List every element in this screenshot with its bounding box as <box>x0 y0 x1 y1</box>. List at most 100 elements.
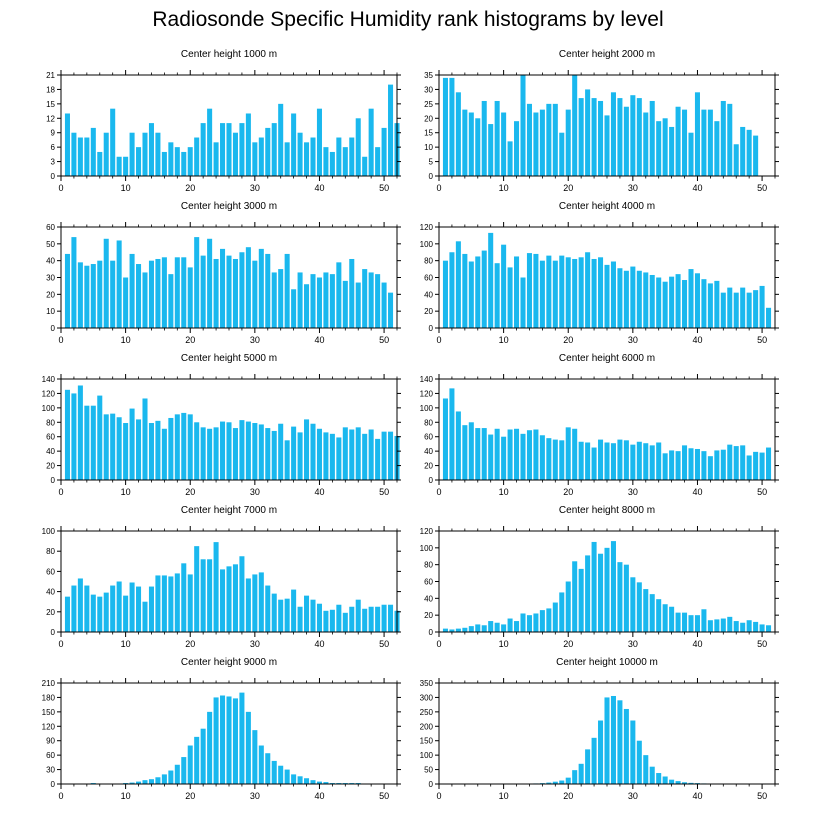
histogram-bar <box>746 455 752 480</box>
histogram-bar <box>462 109 468 176</box>
histogram-bar <box>129 253 135 328</box>
x-tick-label: 20 <box>185 639 195 649</box>
histogram-bar <box>552 103 558 176</box>
histogram-bar <box>468 626 474 632</box>
histogram-bar <box>207 428 213 480</box>
histogram-bar <box>136 419 142 480</box>
histogram-bar <box>252 260 258 328</box>
y-tick-label: 120 <box>420 223 434 232</box>
y-tick-label: 25 <box>424 100 433 109</box>
histogram-bar <box>753 451 759 480</box>
y-tick-label: 150 <box>420 737 434 746</box>
histogram-bar <box>701 279 707 328</box>
x-tick-label: 0 <box>58 639 63 649</box>
histogram-bar <box>388 84 394 176</box>
histogram-bar <box>591 447 597 480</box>
panel-title: Center height 6000 m <box>559 353 655 364</box>
histogram-bar <box>168 576 174 632</box>
histogram-bar <box>271 593 277 632</box>
histogram-bar <box>336 437 342 480</box>
y-tick-label: 15 <box>46 100 55 109</box>
histogram-bar <box>252 574 258 632</box>
histogram-bar <box>759 285 765 328</box>
x-tick-label: 20 <box>185 791 195 801</box>
histogram-bar <box>329 433 335 480</box>
histogram-bar <box>304 419 310 480</box>
histogram-bar <box>714 619 720 633</box>
histogram-bar <box>649 766 655 784</box>
histogram-bar <box>148 779 154 784</box>
histogram-bar <box>278 103 284 176</box>
histogram-bar <box>342 427 348 480</box>
y-tick-label: 40 <box>46 588 55 597</box>
histogram-bar <box>258 572 264 632</box>
histogram-bar <box>617 98 623 176</box>
histogram-bar <box>578 441 584 480</box>
histogram-bar <box>701 109 707 176</box>
histogram-bar <box>630 444 636 480</box>
histogram-bar <box>375 438 381 480</box>
panel-10: Center height 10000 m0501001502002503003… <box>420 657 779 801</box>
histogram-bar <box>623 440 629 480</box>
histogram-bar <box>291 426 297 480</box>
x-tick-label: 10 <box>121 183 131 193</box>
histogram-bar <box>610 261 616 328</box>
histogram-bar <box>520 75 526 176</box>
y-tick-label: 6 <box>51 143 56 152</box>
histogram-bar <box>649 274 655 328</box>
x-tick-label: 50 <box>379 487 389 497</box>
histogram-bar <box>97 596 103 632</box>
histogram-bar <box>174 414 180 480</box>
histogram-bar <box>598 257 604 328</box>
histogram-bar <box>310 423 316 480</box>
histogram-bar <box>565 427 571 480</box>
histogram-bar <box>64 389 70 480</box>
histogram-bar <box>258 745 264 784</box>
histogram-bar <box>368 429 374 480</box>
histogram-bar <box>226 696 232 784</box>
histogram-bar <box>468 112 474 176</box>
histogram-bar <box>316 781 322 784</box>
histogram-bar <box>323 272 329 328</box>
histogram-bar <box>174 257 180 328</box>
histogram-bar <box>71 393 77 480</box>
histogram-bar <box>194 137 200 176</box>
histogram-bar <box>591 541 597 632</box>
histogram-bar <box>103 414 109 480</box>
histogram-bar <box>526 103 532 176</box>
histogram-bar <box>323 610 329 632</box>
histogram-bar <box>617 700 623 784</box>
histogram-bar <box>604 115 610 176</box>
x-tick-label: 50 <box>379 335 389 345</box>
histogram-bar <box>449 388 455 480</box>
histogram-bar <box>701 451 707 480</box>
histogram-bar <box>585 749 591 784</box>
panel-2: Center height 2000 m 0 5 10 15 20 25 30 35 0 10 20 3… <box>424 49 779 193</box>
y-tick-label: 30 <box>424 85 433 94</box>
histogram-bar <box>636 441 642 480</box>
histogram-bar <box>572 428 578 480</box>
histogram-bar <box>355 599 361 632</box>
histogram-bar <box>714 121 720 176</box>
histogram-bar <box>148 260 154 328</box>
histogram-bar <box>213 427 219 480</box>
y-tick-label: 60 <box>46 567 55 576</box>
histogram-bar <box>630 95 636 176</box>
histogram-bar <box>610 92 616 176</box>
y-tick-label: 0 <box>51 628 56 637</box>
panel-title: Center height 9000 m <box>181 657 277 668</box>
histogram-bar <box>142 601 148 632</box>
histogram-bar <box>533 112 539 176</box>
histogram-bar <box>213 542 219 632</box>
histogram-bar <box>278 269 284 328</box>
histogram-bar <box>304 142 310 176</box>
y-tick-label: 60 <box>46 223 55 232</box>
y-tick-label: 80 <box>424 418 433 427</box>
histogram-bar <box>539 435 545 480</box>
histogram-bar <box>546 438 552 480</box>
histogram-bar <box>766 625 772 632</box>
histogram-bar <box>226 255 232 328</box>
histogram-bar <box>239 420 245 480</box>
histogram-bar <box>336 604 342 632</box>
histogram-bar <box>572 770 578 784</box>
